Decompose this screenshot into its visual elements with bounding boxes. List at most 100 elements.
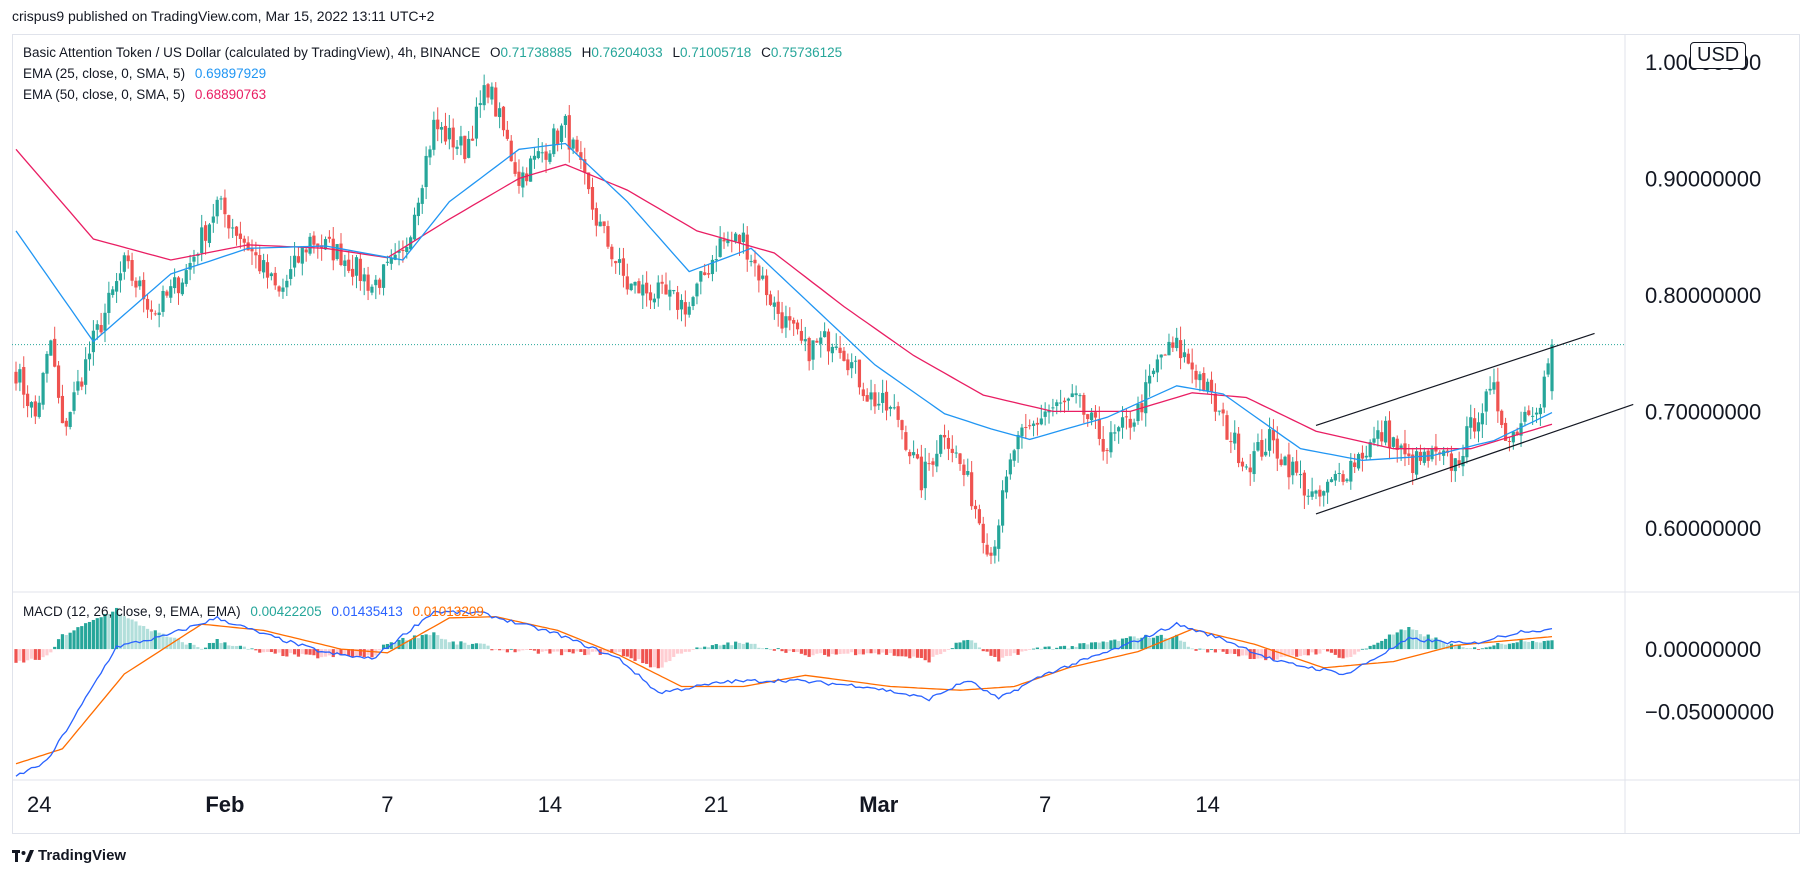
candle-body (1043, 411, 1047, 417)
candle-body (351, 268, 355, 277)
candle (873, 384, 877, 414)
candle (795, 319, 800, 335)
candle (730, 231, 734, 253)
candle (776, 290, 780, 327)
candle (292, 242, 297, 277)
candle-body (1178, 340, 1183, 359)
candle (1337, 462, 1341, 482)
macd-histogram-bar (571, 649, 575, 654)
candle (130, 252, 134, 287)
macd-histogram-bar (1047, 646, 1051, 650)
candle (265, 254, 270, 289)
macd-histogram-bar (1132, 636, 1136, 650)
macd-histogram-bar (1376, 642, 1380, 650)
candle-body (838, 347, 842, 354)
candle (1113, 424, 1117, 442)
macd-histogram-bar (590, 649, 595, 652)
candle (459, 125, 463, 156)
macd-histogram-bar (312, 649, 316, 656)
candle-body (772, 302, 776, 307)
candle (84, 347, 88, 395)
macd-histogram-bar (1314, 649, 1318, 655)
candle (1322, 490, 1326, 507)
macd-histogram-bar (188, 642, 192, 650)
candle (587, 172, 591, 194)
ema25-legend-row[interactable]: EMA (25, close, 0, SMA, 5) 0.69897929 (23, 66, 266, 81)
candle (838, 336, 842, 359)
candle-body (1283, 456, 1287, 466)
candle-body (157, 312, 161, 316)
macd-histogram-bar (892, 649, 896, 656)
macd-histogram-bar (494, 649, 498, 650)
candle (997, 519, 1001, 562)
macd-histogram-bar (258, 649, 262, 653)
macd-histogram-bar (1380, 640, 1384, 650)
candle (1031, 420, 1036, 437)
candle-body (830, 346, 834, 354)
candle-body (1341, 474, 1345, 482)
candle (1341, 470, 1345, 486)
candle-body (513, 162, 517, 174)
candle (567, 105, 571, 163)
macd-histogram-bar (91, 619, 95, 650)
candle (397, 240, 401, 266)
candle-body (107, 292, 111, 313)
chart-frame[interactable] (12, 34, 1800, 834)
candle-body (142, 279, 146, 300)
candle (215, 196, 219, 224)
macd-histogram-bar (857, 649, 862, 655)
candle-body (126, 255, 130, 262)
macd-histogram-bar (691, 649, 695, 650)
candle (668, 280, 672, 311)
macd-histogram-bar (320, 649, 324, 658)
macd-histogram-bar (931, 649, 935, 657)
candle-body (1209, 379, 1214, 392)
macd-legend-row[interactable]: MACD (12, 26, close, 9, EMA, EMA) 0.0042… (23, 604, 484, 619)
ema50-legend-row[interactable]: EMA (50, close, 0, SMA, 5) 0.68890763 (23, 87, 266, 102)
macd-histogram-bar (142, 626, 146, 650)
tradingview-brand[interactable]: TradingView (12, 847, 126, 864)
candle-body (1148, 375, 1152, 384)
candle-body (211, 216, 215, 223)
macd-histogram-bar (478, 643, 482, 650)
candle (598, 214, 602, 227)
macd-histogram-bar (532, 649, 537, 651)
macd-histogram-bar (246, 648, 250, 650)
macd-signal-value: 0.01013209 (412, 604, 484, 619)
candle-body (850, 362, 854, 369)
macd-histogram-bar (1078, 643, 1082, 650)
candle (1190, 348, 1194, 384)
candle-body (37, 402, 41, 417)
candle (1283, 455, 1287, 466)
candle-body (99, 325, 103, 333)
currency-badge[interactable]: USD (1690, 42, 1747, 69)
macd-histogram-bar (540, 649, 544, 652)
candle (281, 278, 285, 299)
macd-histogram-bar (389, 642, 393, 650)
candle-body (741, 232, 745, 243)
macd-histogram-bar (602, 649, 606, 654)
macd-histogram-bar (1337, 649, 1341, 658)
candle (826, 328, 831, 365)
macd-histogram-bar (196, 647, 200, 650)
candle-body (223, 197, 227, 215)
macd-histogram-bar (559, 649, 564, 656)
candle-body (734, 233, 738, 242)
candle-body (633, 281, 637, 286)
candle (552, 123, 556, 157)
candle (412, 207, 417, 242)
candle-body (385, 261, 390, 263)
candle-body (41, 372, 45, 405)
ema25-value: 0.69897929 (194, 66, 267, 81)
candle (1527, 405, 1531, 417)
macd-histogram-bar (68, 632, 72, 650)
candle-body (981, 523, 985, 543)
candle (1024, 413, 1028, 439)
macd-histogram-bar (173, 637, 177, 650)
candle (362, 267, 366, 296)
candle-body (784, 316, 788, 328)
macd-histogram-bar (749, 643, 753, 650)
candle-body (366, 274, 370, 291)
candle-body (1117, 427, 1121, 432)
